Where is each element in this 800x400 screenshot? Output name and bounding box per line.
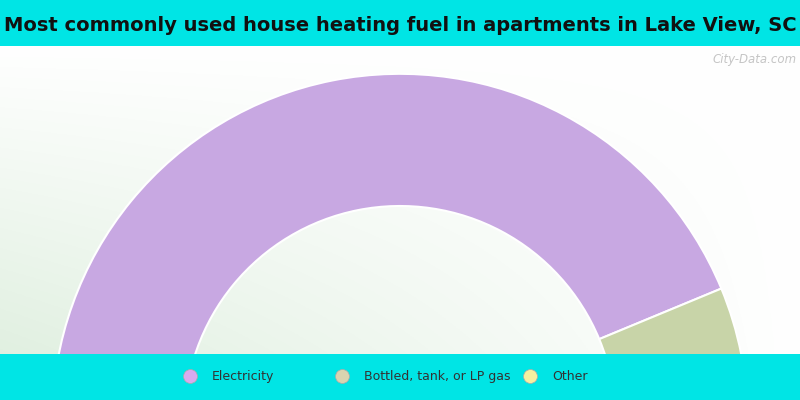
Text: Bottled, tank, or LP gas: Bottled, tank, or LP gas xyxy=(364,370,510,382)
Text: Other: Other xyxy=(552,370,587,382)
Text: Most commonly used house heating fuel in apartments in Lake View, SC: Most commonly used house heating fuel in… xyxy=(4,16,796,35)
Wedge shape xyxy=(52,74,722,400)
Text: Electricity: Electricity xyxy=(212,370,274,382)
Wedge shape xyxy=(599,288,748,400)
Text: City-Data.com: City-Data.com xyxy=(712,53,797,66)
